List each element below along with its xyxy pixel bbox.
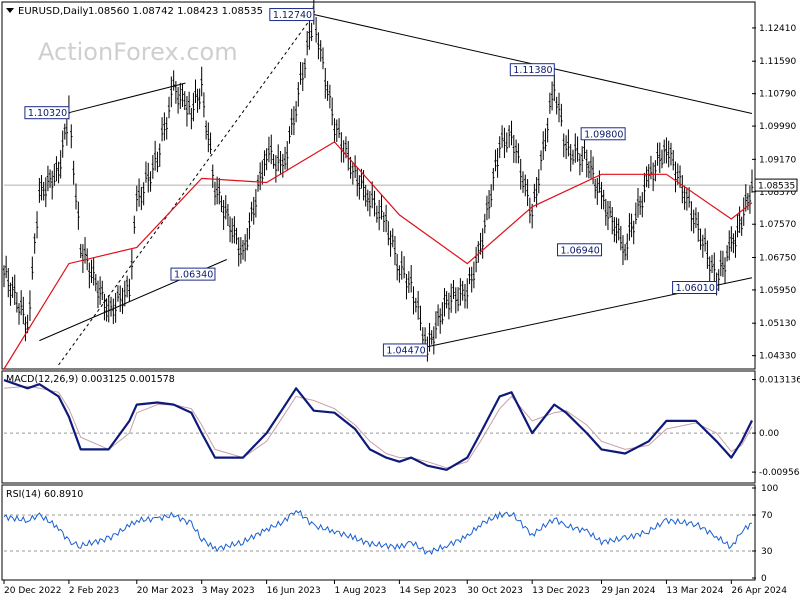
time-tick-label: 13 Dec 2023 <box>532 586 590 596</box>
rsi-pane: RSI(14) 60.8910 100 70 30 0 <box>3 484 778 584</box>
time-tick-label: 20 Dec 2022 <box>4 586 62 596</box>
time-tick-label: 3 May 2023 <box>202 586 255 596</box>
pivot-label-box <box>580 127 626 141</box>
rsi-y-tick-label: 0 <box>761 574 767 584</box>
moving-average-line <box>3 141 753 370</box>
rsi-pane-frame <box>1 484 756 581</box>
dashed-uptrend-line <box>58 14 315 366</box>
rsi-y-tick-label: 100 <box>761 484 778 494</box>
price-pane: 1.12410 1.11590 1.10790 1.09990 1.09170 1.083… <box>2 0 798 370</box>
price-y-tick-label: 1.05950 <box>759 286 796 296</box>
time-tick-label: 29 Jan 2024 <box>602 586 656 596</box>
macd-pane: MACD(12,26,9) 0.003125 0.001578 0.013136 0… <box>3 374 800 478</box>
last-price-tag-label: 1.08535 <box>758 182 795 192</box>
time-tick-label: 13 Mar 2024 <box>666 586 723 596</box>
price-y-tick-label: 1.09170 <box>759 155 796 165</box>
rsi-y-tick-label: 70 <box>761 511 773 521</box>
price-y-tick-label: 1.09990 <box>759 122 796 132</box>
ohlc-readout: 1.08560 1.08742 1.08423 1.08535 <box>88 6 263 17</box>
time-tick-label: 16 Jun 2023 <box>267 586 321 596</box>
pivot-label-box <box>269 8 315 22</box>
macd-signal-line <box>3 385 753 469</box>
time-axis: 20 Dec 2022 2 Feb 2023 20 Mar 2023 3 May 20… <box>3 580 787 596</box>
pivot-label: 1.11380 <box>513 65 552 76</box>
pivot-label: 1.12740 <box>273 10 312 21</box>
time-tick-label: 1 Aug 2023 <box>334 586 386 596</box>
time-tick-label: 30 Oct 2023 <box>467 586 523 596</box>
pivot-label: 1.10320 <box>28 108 67 119</box>
macd-title: MACD(12,26,9) 0.003125 0.001578 <box>6 374 175 385</box>
rsi-line <box>3 509 753 556</box>
pivot-label-box <box>557 243 603 257</box>
price-y-tick-label: 1.12410 <box>759 24 796 34</box>
resistance-trendline-early-2023 <box>68 82 186 114</box>
macd-main-line <box>3 379 753 471</box>
pivot-label-box <box>170 267 216 281</box>
pivot-label: 1.06010 <box>676 283 715 294</box>
pivot-label: 1.06340 <box>174 270 213 281</box>
pivot-label: 1.09800 <box>584 129 623 140</box>
time-tick-label: 26 Apr 2024 <box>731 586 787 596</box>
macd-pane-frame <box>1 370 756 484</box>
chart-header: EURUSD,Daily 1.08560 1.08742 1.08423 1.0… <box>6 6 263 17</box>
symbol-label: EURUSD,Daily <box>18 6 89 17</box>
watermark: ActionForex.com <box>38 38 238 66</box>
price-y-tick-label: 1.07570 <box>759 220 796 230</box>
macd-y-tick-label: 0.00 <box>759 429 779 439</box>
time-tick-label: 2 Feb 2023 <box>69 586 119 596</box>
price-y-tick-label: 1.04330 <box>759 352 796 362</box>
macd-y-tick-label: 0.013136 <box>759 376 800 386</box>
price-y-tick-label: 1.11590 <box>759 57 796 67</box>
price-y-tick-label: 1.05130 <box>759 319 796 329</box>
price-y-tick-label: 1.10790 <box>759 90 796 100</box>
pivot-label-box <box>672 281 718 295</box>
macd-y-tick-label: -0.009564 <box>759 468 800 478</box>
pivot-label-box <box>24 106 70 120</box>
price-y-tick-label: 1.06750 <box>759 253 796 263</box>
last-price-tag <box>754 178 798 192</box>
time-tick-label: 14 Sep 2023 <box>399 586 456 596</box>
pivot-label-box <box>382 343 428 357</box>
rsi-y-tick-label: 30 <box>761 547 773 557</box>
pivot-label: 1.04470 <box>386 345 425 356</box>
collapse-triangle-icon <box>6 8 14 13</box>
pivot-label: 1.06940 <box>561 245 600 256</box>
time-tick-label: 20 Mar 2023 <box>137 586 194 596</box>
price-y-tick-label: 1.08370 <box>759 188 796 198</box>
pivot-label-box <box>509 63 555 77</box>
rsi-title: RSI(14) 60.8910 <box>6 489 83 500</box>
